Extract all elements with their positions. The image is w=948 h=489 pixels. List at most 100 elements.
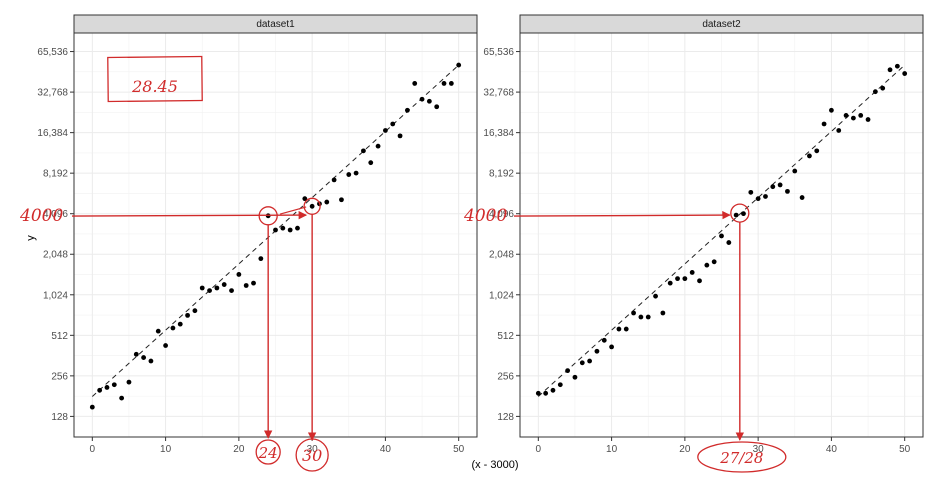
y-tick-label: 512 <box>51 331 68 342</box>
data-point <box>872 89 878 95</box>
data-point <box>887 67 893 73</box>
annotation-box-value: 28.45 <box>131 77 178 96</box>
annotation-ellipse <box>697 441 787 473</box>
data-point <box>302 196 308 202</box>
data-point <box>557 382 563 388</box>
data-point <box>214 285 220 291</box>
x-tick-label: 50 <box>899 444 911 455</box>
data-point <box>324 199 330 205</box>
data-point <box>623 326 629 332</box>
y-tick-label: 4,096 <box>489 209 514 220</box>
x-tick-label: 10 <box>606 444 618 455</box>
data-point <box>748 189 754 195</box>
data-point <box>821 121 827 127</box>
data-point <box>601 337 607 343</box>
y-tick-label: 2,048 <box>489 250 514 261</box>
panel-dataset2: dataset2 0 10 20 30 40 50 128 256 512 1,024 2,048 4,… <box>483 14 924 455</box>
data-point <box>638 314 644 320</box>
data-point <box>339 197 344 203</box>
x-axis-title: (x - 3000) <box>471 459 518 471</box>
data-point <box>894 63 900 69</box>
data-point <box>273 227 278 233</box>
data-point <box>572 374 578 380</box>
data-point <box>631 310 636 316</box>
data-point <box>199 285 205 291</box>
y-tick-label: 32,768 <box>37 88 68 99</box>
data-point <box>163 343 168 348</box>
x-tick-label: 40 <box>380 444 392 455</box>
data-point <box>148 358 154 364</box>
data-point <box>704 262 710 268</box>
data-point <box>397 133 403 139</box>
annotation-x-value: 27/28 <box>719 449 763 467</box>
data-point <box>814 148 820 154</box>
data-point <box>353 170 359 176</box>
annotation-arrow-horizontal <box>513 210 731 220</box>
data-point <box>836 128 842 133</box>
y-axis-title: y <box>25 235 37 241</box>
y-tick-label: 256 <box>497 371 514 382</box>
data-point <box>141 355 147 360</box>
data-point <box>579 360 585 366</box>
y-tick-label: 16,384 <box>37 128 68 139</box>
data-point <box>587 358 593 364</box>
data-point <box>309 203 315 209</box>
x-tick-label: 0 <box>90 444 96 455</box>
x-tick-label: 40 <box>826 444 838 455</box>
data-point <box>711 259 717 265</box>
data-point <box>280 225 286 231</box>
data-point <box>346 172 352 177</box>
panel-dataset1: dataset1 0 10 20 30 40 50 128 256 512 1,024 2,048 4,… <box>37 14 478 455</box>
data-point <box>390 121 396 127</box>
data-point <box>741 211 746 217</box>
data-point <box>689 270 695 275</box>
data-point <box>287 227 293 233</box>
data-point <box>331 177 337 183</box>
data-point <box>653 293 658 299</box>
annotation-y-value: 4000 <box>463 206 507 226</box>
panel-border <box>73 32 478 438</box>
data-point <box>170 325 176 331</box>
annotation-box <box>107 55 203 103</box>
data-point <box>448 81 454 86</box>
data-point <box>221 282 227 287</box>
data-point <box>89 404 95 410</box>
data-point <box>375 143 381 149</box>
data-point <box>412 81 418 86</box>
data-point <box>792 168 798 174</box>
y-tick-label: 1,024 <box>489 290 514 301</box>
x-tick-label: 30 <box>307 444 319 455</box>
y-tick-label: 512 <box>497 331 514 342</box>
data-point <box>251 280 256 286</box>
data-point <box>207 288 212 293</box>
data-point <box>404 107 410 113</box>
data-point <box>177 321 183 327</box>
data-point <box>682 276 688 282</box>
data-point <box>675 276 680 282</box>
data-point <box>111 382 117 388</box>
data-point <box>119 395 125 401</box>
data-point <box>543 390 549 396</box>
panel-border <box>519 32 924 438</box>
data-point <box>236 272 242 277</box>
data-point <box>697 278 702 284</box>
data-point <box>609 344 614 350</box>
data-point <box>126 379 132 385</box>
data-point <box>104 385 110 390</box>
annotation-circle <box>295 438 329 472</box>
y-tick-label: 1,024 <box>43 290 68 301</box>
annotation-y-value: 4000 <box>19 206 63 226</box>
y-tick-label: 256 <box>51 371 68 382</box>
trend-line <box>537 64 906 397</box>
data-point <box>829 107 834 113</box>
annotation-x-value: 30 <box>302 446 322 465</box>
data-point <box>858 112 864 118</box>
data-point <box>763 194 768 199</box>
data-point <box>535 390 541 396</box>
data-point <box>755 196 761 202</box>
x-tick-label: 30 <box>753 444 765 455</box>
annotation-arrow-horizontal <box>71 210 308 220</box>
data-point <box>426 98 432 104</box>
